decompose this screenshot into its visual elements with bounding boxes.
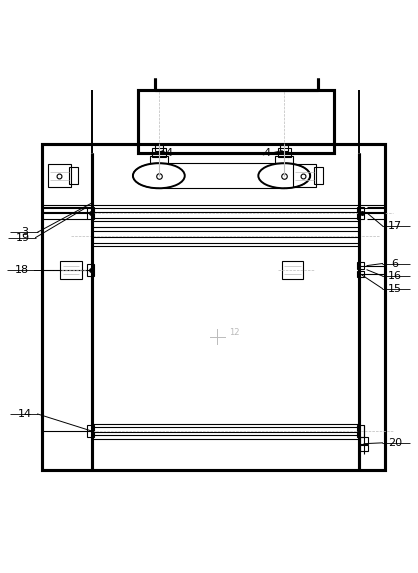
Bar (152, 148, 166, 158)
Bar (48, 164, 71, 187)
Text: 6: 6 (392, 258, 398, 269)
Bar (293, 164, 316, 187)
Bar (138, 90, 334, 153)
Text: 14: 14 (18, 409, 32, 419)
Ellipse shape (258, 163, 310, 189)
Bar (314, 167, 323, 184)
Text: 4: 4 (166, 148, 173, 158)
Text: 18: 18 (15, 265, 29, 275)
Text: 20: 20 (388, 438, 402, 448)
Bar (69, 167, 78, 184)
Ellipse shape (133, 163, 185, 189)
Bar (87, 425, 94, 437)
Text: 17: 17 (388, 221, 402, 231)
Bar (282, 261, 303, 278)
Bar (278, 148, 291, 158)
Bar (87, 264, 94, 276)
Bar (280, 145, 288, 151)
Text: 16: 16 (388, 271, 402, 281)
Bar (275, 156, 293, 163)
Text: 19: 19 (16, 233, 30, 242)
Bar (360, 437, 368, 444)
Text: 3: 3 (22, 227, 28, 237)
Bar (138, 90, 334, 153)
Bar (357, 270, 364, 277)
Text: 4: 4 (263, 148, 270, 158)
Bar (357, 425, 364, 437)
Bar (357, 262, 364, 269)
Text: 12: 12 (229, 328, 240, 336)
Bar (42, 144, 385, 470)
Bar (155, 145, 163, 151)
Bar (357, 207, 364, 219)
Text: 15: 15 (388, 284, 402, 293)
Bar (42, 144, 385, 470)
Bar (150, 156, 168, 163)
Bar (360, 445, 368, 451)
Bar (60, 261, 82, 278)
Bar (87, 207, 94, 219)
